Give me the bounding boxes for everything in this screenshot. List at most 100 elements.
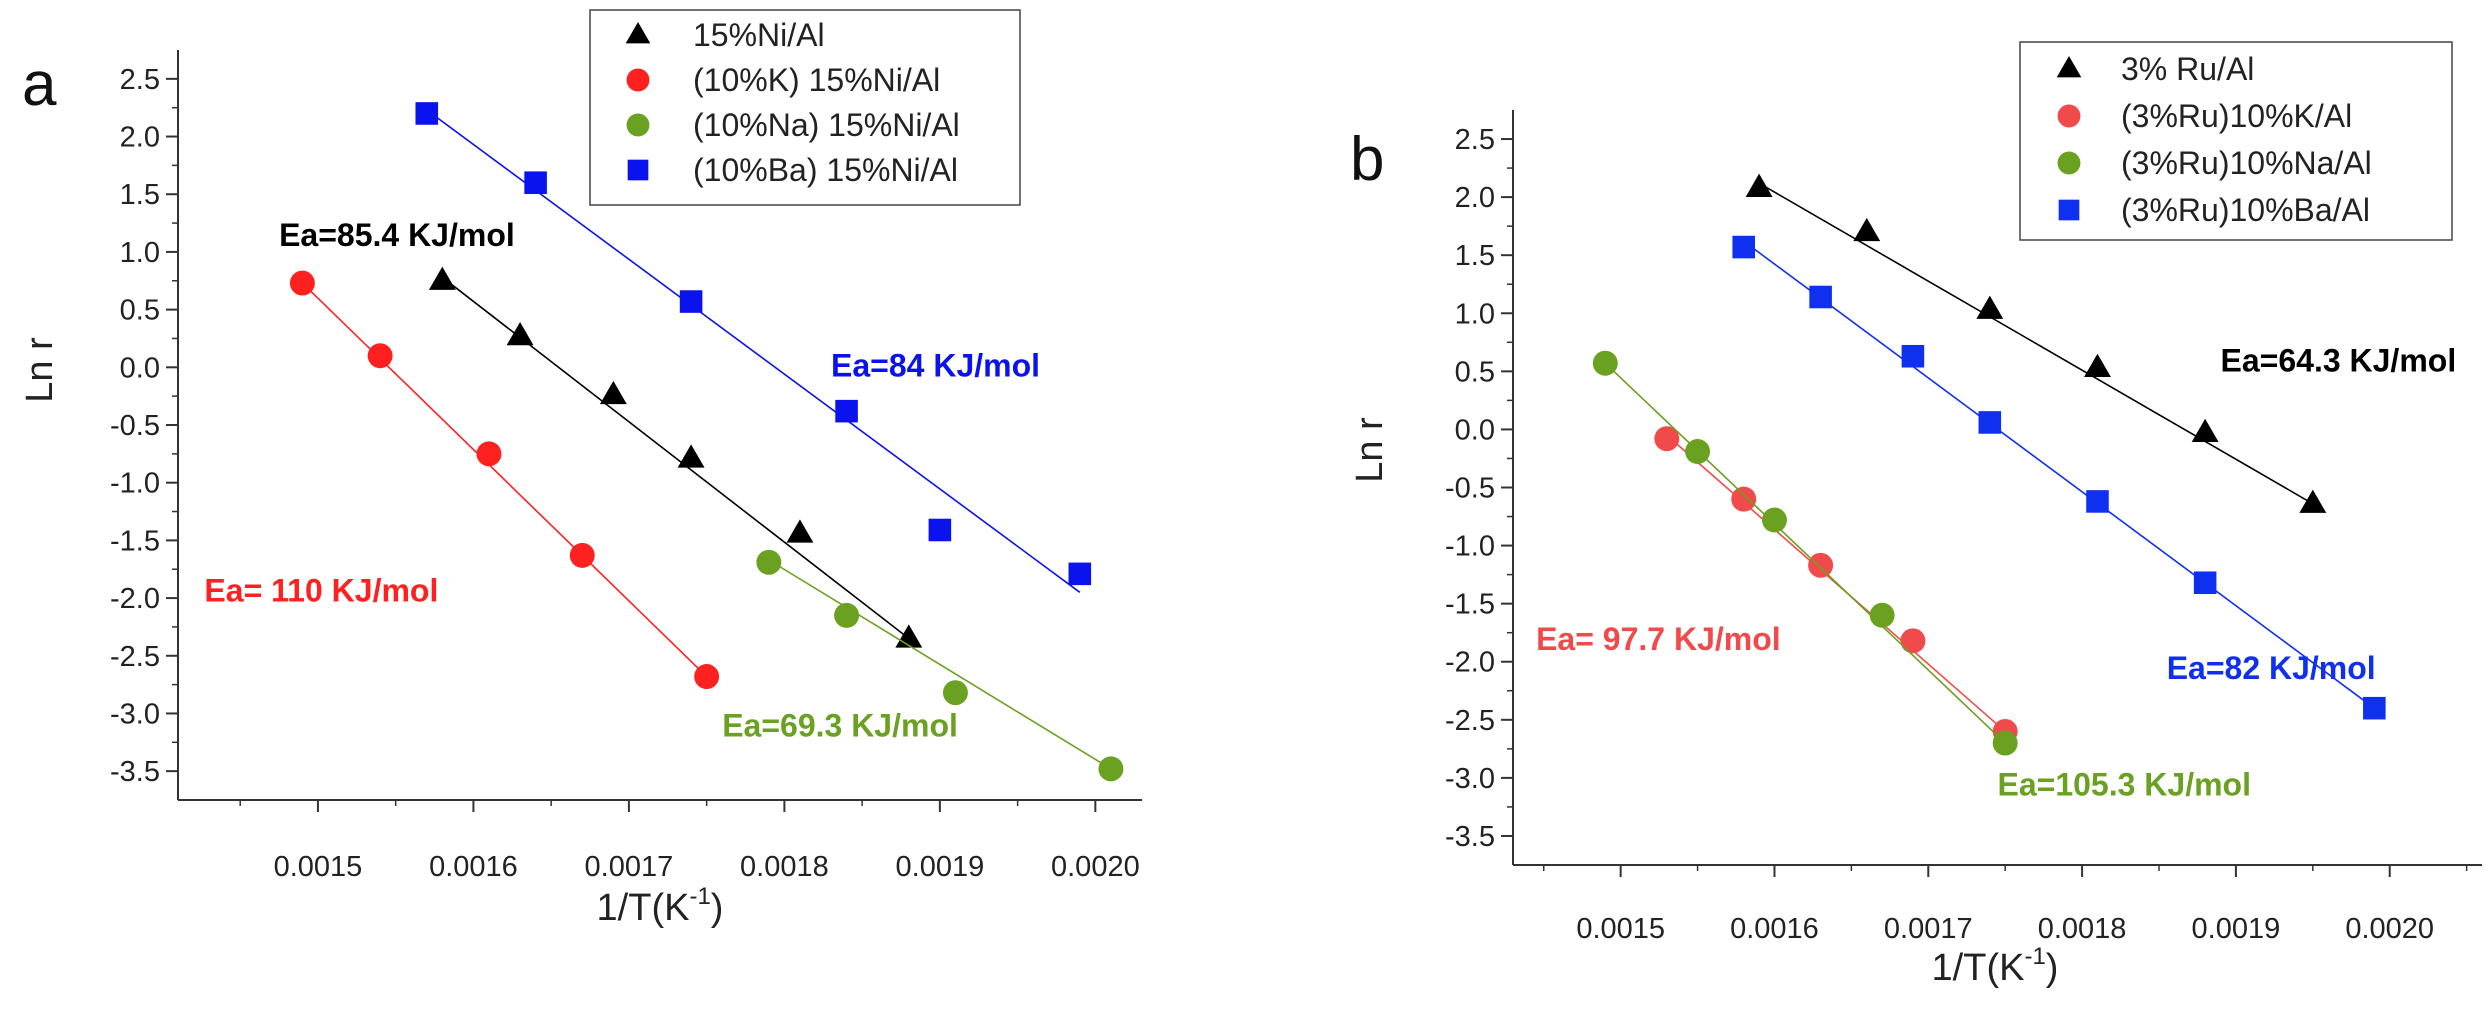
y-tick-label: -1.0 <box>110 468 160 500</box>
series-square-3 <box>1732 235 2386 720</box>
y-tick-label: 2.0 <box>1455 182 1495 214</box>
data-point <box>2191 418 2219 443</box>
series-circle-1 <box>1654 426 2018 744</box>
data-point <box>1761 507 1787 533</box>
y-tick-label: 1.0 <box>1455 298 1495 330</box>
data-point <box>1808 552 1834 578</box>
data-point <box>2299 489 2327 513</box>
y-tick-label: -0.5 <box>110 410 160 442</box>
data-point <box>476 441 502 467</box>
ea-annotation: Ea=69.3 KJ/mol <box>722 708 958 744</box>
y-tick-label: -1.5 <box>110 525 160 557</box>
data-point <box>1809 285 1832 309</box>
legend-marker <box>626 68 650 92</box>
y-tick-label: 1.5 <box>1455 240 1495 272</box>
legend-box <box>589 9 1021 206</box>
ea-annotation: Ea=105.3 KJ/mol <box>1998 766 2251 802</box>
y-tick-label: -1.0 <box>1445 531 1495 563</box>
series-circle-1 <box>289 270 720 690</box>
data-point <box>756 549 782 575</box>
fit-line <box>1758 182 2314 505</box>
fit-line <box>1743 240 2375 709</box>
series-triangle-0 <box>428 266 923 648</box>
data-point <box>1992 730 2018 756</box>
y-tick-label: -3.0 <box>1445 763 1495 795</box>
y-tick-label: -0.5 <box>1445 473 1495 505</box>
x-tick-label: 0.0020 <box>1051 851 1140 883</box>
ea-annotation: Ea=64.3 KJ/mol <box>2221 342 2457 378</box>
data-point <box>599 380 627 405</box>
panel-letter: b <box>1350 125 1384 194</box>
data-point <box>524 171 547 194</box>
fit-line <box>1604 362 2006 744</box>
data-point <box>2363 696 2386 720</box>
data-point <box>1685 439 1711 464</box>
y-tick-label: 2.5 <box>120 64 160 96</box>
data-point <box>506 322 534 346</box>
legend-marker <box>627 159 649 181</box>
data-point <box>942 680 968 706</box>
y-axis-title: Ln r <box>1349 417 1391 483</box>
data-point <box>834 602 860 628</box>
data-point <box>928 518 952 542</box>
data-point <box>1098 756 1124 782</box>
x-axis-title-close: ) <box>2046 947 2059 989</box>
x-axis-title-main: 1/T(K <box>1932 947 2025 989</box>
data-point <box>1731 486 1757 512</box>
x-axis-title-close: ) <box>711 887 724 929</box>
ea-annotation: Ea=82 KJ/mol <box>2167 650 2376 686</box>
legend: 15%Ni/Al (10%K) 15%Ni/Al (10%Na) 15%Ni/Al (… <box>589 9 1021 206</box>
x-tick-label: 0.0019 <box>2192 913 2281 945</box>
x-tick-label: 0.0015 <box>274 851 363 883</box>
y-tick-label: -3.5 <box>1445 821 1495 853</box>
legend-label: (3%Ru)10%K/Al <box>2121 98 2352 134</box>
x-tick-label: 0.0018 <box>740 851 829 883</box>
data-point <box>1654 426 1680 452</box>
ea-annotation: Ea=85.4 KJ/mol <box>279 217 515 253</box>
y-tick-label: 2.5 <box>1455 124 1495 156</box>
data-point <box>415 102 439 125</box>
panel-letter: a <box>22 50 57 119</box>
y-tick-label: -1.5 <box>1445 589 1495 621</box>
x-tick-label: 0.0015 <box>1576 913 1665 945</box>
data-point <box>2084 353 2111 377</box>
data-point <box>2086 490 2109 513</box>
series-circle-2 <box>1592 350 2018 756</box>
legend-marker <box>625 22 651 44</box>
x-tick-label: 0.0016 <box>1730 913 1819 945</box>
x-tick-label: 0.0017 <box>585 851 674 883</box>
ea-annotation: Ea= 110 KJ/mol <box>204 573 438 609</box>
legend-label: (3%Ru)10%Ba/Al <box>2121 192 2370 228</box>
legend-label: (10%K) 15%Ni/Al <box>693 62 940 98</box>
ea-annotation: Ea=84 KJ/mol <box>831 348 1040 384</box>
legend-label: 15%Ni/Al <box>693 17 825 53</box>
data-point <box>428 266 456 290</box>
chart-panel-a: 2.5 2.0 1.5 1.0 0.5 0.0 -0.5 -1.0 -1.5 -2.0 -2.5 -3… <box>19 9 1142 929</box>
series-triangle-0 <box>1745 173 2327 513</box>
x-axis-title: 1/T(K-1) <box>597 883 724 929</box>
legend-label: 3% Ru/Al <box>2121 51 2254 87</box>
legend-label: (10%Ba) 15%Ni/Al <box>693 152 958 188</box>
data-point <box>1900 628 1926 654</box>
y-tick-label: -2.5 <box>1445 705 1495 737</box>
legend-marker <box>2057 151 2081 175</box>
data-point <box>1592 350 1618 376</box>
data-point <box>1978 411 2002 434</box>
legend-marker <box>2056 56 2082 78</box>
data-point <box>1976 295 2004 319</box>
x-tick-label: 0.0019 <box>896 851 985 883</box>
data-point <box>289 270 315 296</box>
x-axis-title-main: 1/T(K <box>597 887 690 929</box>
data-point <box>895 624 923 648</box>
legend-marker <box>2058 199 2080 221</box>
data-point <box>367 343 393 369</box>
legend-marker <box>626 113 650 137</box>
legend-label: (10%Na) 15%Ni/Al <box>693 107 960 143</box>
data-point <box>1853 217 1881 242</box>
y-tick-label: 1.5 <box>120 179 160 211</box>
y-tick-label: 1.0 <box>120 237 160 269</box>
data-point <box>1901 344 1925 368</box>
data-point <box>1068 562 1092 586</box>
y-tick-label: 0.5 <box>1455 356 1495 388</box>
